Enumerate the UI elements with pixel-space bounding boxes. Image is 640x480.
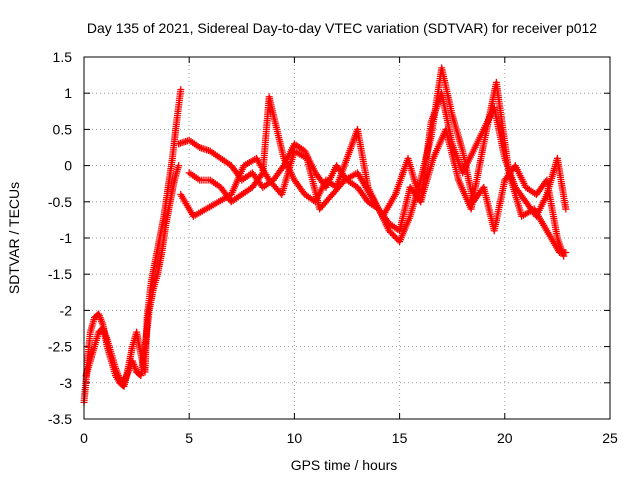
data-point <box>175 162 183 170</box>
data-point <box>177 86 185 94</box>
plot-frame <box>83 56 611 420</box>
x-tick-label: 20 <box>497 430 513 446</box>
data-point <box>562 248 570 256</box>
x-tick-label: 5 <box>185 430 193 446</box>
data-point <box>387 228 395 236</box>
data-point <box>385 227 393 235</box>
y-tick-label: -3 <box>60 375 73 391</box>
y-tick-label: -1.5 <box>48 266 72 282</box>
x-tick-label: 10 <box>287 430 303 446</box>
x-axis-label: GPS time / hours <box>291 457 398 473</box>
y-tick-label: -1 <box>60 230 73 246</box>
chart-title: Day 135 of 2021, Sidereal Day-to-day VTE… <box>87 20 597 36</box>
data-point <box>279 163 287 171</box>
y-tick-label: 1 <box>64 85 72 101</box>
x-tick-label: 25 <box>602 430 618 446</box>
y-tick-label: -2 <box>60 302 73 318</box>
y-axis-label: SDTVAR / TECUs <box>6 182 22 294</box>
tick-labels: -3.5 -3 -2.5 -2 -1.5 -1 -0.5 0 0.5 1 1.5 0 5 10 15 20 25 <box>48 49 618 446</box>
y-tick-label: -3.5 <box>48 411 72 427</box>
data-point <box>393 235 401 243</box>
y-tick-label: -0.5 <box>48 194 72 210</box>
y-tick-label: 0 <box>64 158 72 174</box>
data-point <box>391 233 399 241</box>
data-point <box>390 231 398 239</box>
y-tick-label: 1.5 <box>53 49 73 65</box>
data-point <box>388 230 396 238</box>
x-tick-label: 15 <box>392 430 408 446</box>
y-tick-label: 0.5 <box>53 121 73 137</box>
y-tick-label: -2.5 <box>48 339 72 355</box>
data-points <box>80 64 570 406</box>
data-point <box>136 371 144 379</box>
data-point <box>562 205 570 213</box>
x-tick-label: 0 <box>80 430 88 446</box>
